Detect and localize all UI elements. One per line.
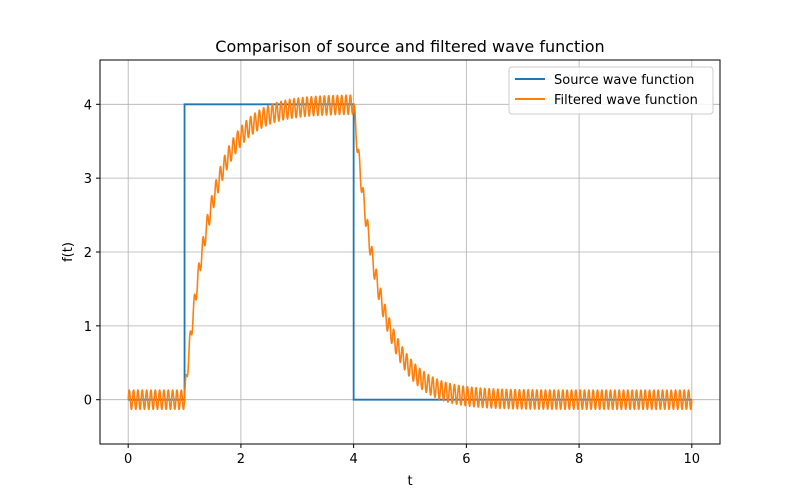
legend-label-source: Source wave function xyxy=(554,73,694,88)
x-tick-label: 8 xyxy=(575,452,583,467)
legend: Source wave function Filtered wave funct… xyxy=(508,66,714,115)
plot-area xyxy=(127,94,693,411)
axis-ticks: 0 2 4 6 8 10 0 1 2 3 4 xyxy=(84,98,700,467)
y-axis-label: f(t) xyxy=(61,242,76,262)
y-tick-label: 3 xyxy=(84,172,92,187)
y-tick-label: 1 xyxy=(84,320,92,335)
x-tick-label: 0 xyxy=(124,452,132,467)
y-tick-label: 0 xyxy=(84,394,92,409)
x-axis-label: t xyxy=(407,474,412,489)
legend-box xyxy=(508,66,714,115)
legend-label-filtered: Filtered wave function xyxy=(554,93,698,108)
x-tick-label: 6 xyxy=(462,452,470,467)
series-line-filtered xyxy=(127,94,693,411)
x-tick-label: 10 xyxy=(684,452,701,467)
y-tick-label: 4 xyxy=(84,98,92,113)
x-tick-label: 4 xyxy=(349,452,357,467)
chart-title: Comparison of source and filtered wave f… xyxy=(215,37,604,56)
y-tick-label: 2 xyxy=(84,246,92,261)
x-tick-label: 2 xyxy=(237,452,245,467)
